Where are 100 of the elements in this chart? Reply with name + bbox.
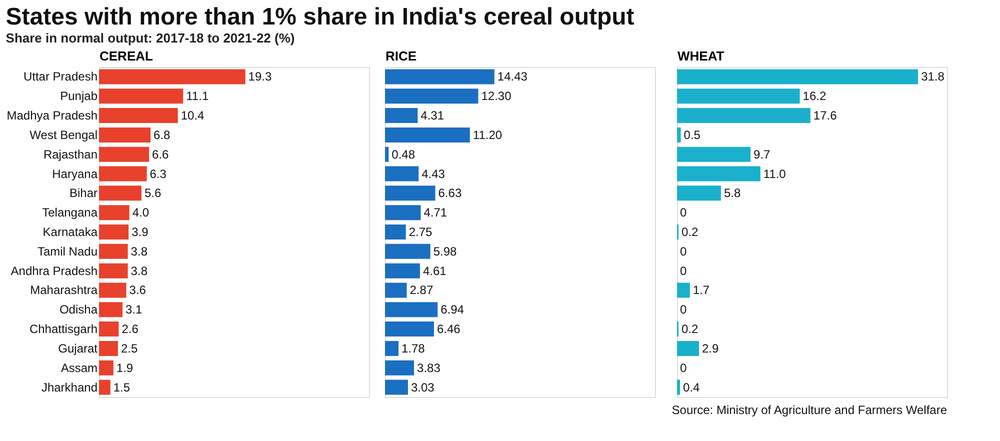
data-label: 2.87 (410, 283, 434, 298)
data-label: 6.6 (152, 147, 170, 162)
data-label: 4.61 (422, 264, 447, 278)
bar (677, 146, 751, 162)
bar (99, 205, 130, 220)
data-label: 2.6 (122, 322, 139, 336)
bar (99, 282, 126, 298)
data-label: 11.1 (186, 89, 209, 104)
data-label: 0.4 (683, 380, 700, 394)
y-tick-label: Tamil Nadu (37, 244, 98, 258)
data-label: 0 (680, 302, 687, 317)
bar (677, 186, 721, 201)
bar (677, 108, 810, 124)
bar (385, 69, 494, 84)
data-label: 4.0 (132, 206, 150, 220)
data-label: 0 (680, 206, 687, 220)
bar (99, 88, 184, 104)
bar (677, 127, 681, 142)
data-label: 0.2 (682, 322, 699, 336)
bar (385, 146, 389, 162)
bar (385, 282, 407, 298)
data-label: 1.5 (113, 380, 130, 394)
text: States with more than 1% share in India's cereal output (6, 4, 634, 30)
y-tick-label: Haryana (52, 166, 98, 181)
data-label: 0 (680, 360, 687, 375)
data-label: 5.8 (724, 186, 741, 200)
data-label: 11.20 (472, 128, 502, 142)
y-tick-label: Jharkhand (41, 380, 98, 394)
bar (99, 322, 119, 337)
data-label: 6.94 (440, 302, 464, 317)
y-tick-label: Telangana (42, 206, 98, 220)
bar (677, 282, 690, 298)
bar (99, 127, 151, 142)
data-label: 9.7 (754, 147, 771, 162)
bar (385, 88, 478, 104)
source-note: Source: Ministry of Agriculture and Farmers Welfare (672, 403, 948, 417)
data-label: 6.63 (438, 186, 462, 200)
bar (99, 244, 128, 259)
bar (385, 166, 419, 182)
y-tick-label: Rajasthan (43, 147, 98, 162)
y-tick-label: Gujarat (58, 341, 98, 356)
data-label: 2.75 (408, 225, 433, 239)
bar (99, 263, 128, 278)
bar (385, 302, 438, 318)
data-label: 14.43 (497, 70, 528, 84)
data-label: 6.8 (154, 128, 171, 142)
data-label: 16.2 (802, 89, 826, 104)
data-label: 4.71 (424, 206, 448, 220)
bar (385, 263, 420, 278)
data-label: 5.6 (144, 186, 162, 200)
data-label: 31.8 (921, 70, 945, 84)
bar (99, 166, 147, 182)
x-axis-title: CEREAL (100, 48, 154, 64)
bar (677, 88, 800, 104)
bar (385, 380, 408, 395)
x-axis-title: WHEAT (678, 48, 724, 64)
data-label: 0 (680, 244, 687, 258)
y-tick-label: Uttar Pradesh (23, 70, 98, 84)
y-tick-label: Odisha (59, 302, 98, 317)
data-label: 0.2 (682, 225, 699, 239)
data-label: 3.83 (417, 360, 441, 375)
bar (99, 69, 246, 84)
bar (385, 224, 406, 240)
bar (99, 302, 122, 318)
data-label: 2.9 (702, 341, 719, 356)
data-label: 3.9 (132, 225, 149, 239)
bar (677, 69, 918, 84)
data-label: 6.3 (150, 166, 167, 181)
data-label: 1.78 (401, 341, 426, 356)
bar (677, 380, 680, 395)
bar (385, 322, 434, 337)
bar (99, 360, 114, 376)
data-label: 5.98 (433, 244, 458, 258)
data-label: 0.5 (684, 128, 701, 142)
y-tick-label: Chhattisgarh (29, 322, 98, 336)
data-label: 19.3 (248, 70, 272, 84)
data-label: 4.31 (420, 108, 444, 123)
y-tick-label: Andhra Pradesh (10, 264, 98, 278)
bar (99, 186, 142, 201)
bar (677, 166, 760, 182)
data-label: 10.4 (180, 108, 205, 123)
data-label: 1.7 (692, 283, 710, 298)
bar (99, 146, 150, 162)
data-label: 0 (680, 264, 687, 278)
data-label: 2.5 (120, 341, 138, 356)
bar (385, 244, 430, 259)
bar (99, 340, 118, 356)
data-label: 3.8 (130, 244, 148, 258)
bar (677, 340, 699, 356)
y-tick-label: West Bengal (30, 128, 98, 142)
data-label: 4.43 (422, 166, 446, 181)
bar (385, 108, 418, 124)
y-tick-label: Maharashtra (30, 283, 98, 298)
y-tick-label: Punjab (60, 89, 98, 104)
chart-subtitle: Share in normal output: 2017-18 to 2021-22 (%) (6, 30, 295, 46)
data-label: 3.1 (126, 302, 143, 317)
data-label: 3.8 (130, 264, 148, 278)
data-label: 3.03 (410, 380, 435, 394)
y-tick-label: Madhya Pradesh (6, 108, 98, 123)
bar (99, 108, 178, 124)
